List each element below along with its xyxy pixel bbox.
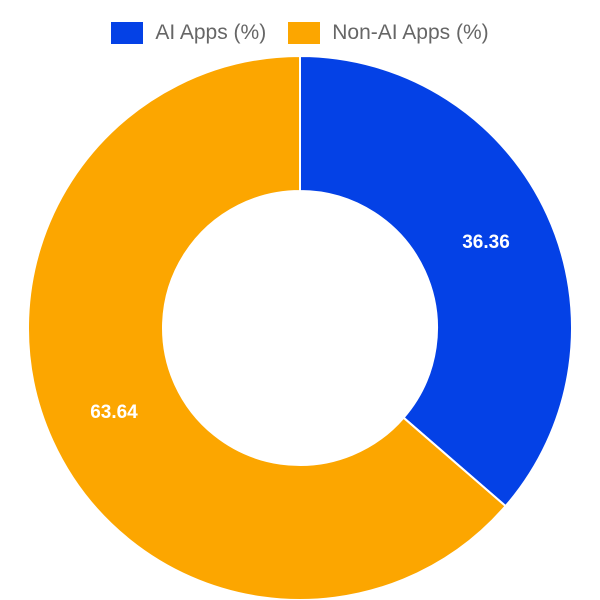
legend-swatch-ai-apps (111, 22, 144, 44)
slice-value-label-ai-apps: 36.36 (462, 232, 510, 253)
legend-label-non-ai-apps: Non-AI Apps (%) (332, 21, 489, 44)
legend-swatch-non-ai-apps (288, 22, 321, 44)
legend-label-ai-apps: AI Apps (%) (155, 21, 267, 44)
legend-item-ai-apps[interactable]: AI Apps (%) (111, 21, 266, 45)
slice-value-label-non-ai-apps: 63.64 (90, 402, 138, 423)
donut-slice-ai-apps[interactable] (299, 54, 573, 508)
chart-legend: AI Apps (%) Non-AI Apps (%) (0, 18, 600, 48)
donut-slice-non-ai-apps[interactable] (27, 54, 508, 600)
legend-item-non-ai-apps[interactable]: Non-AI Apps (%) (288, 21, 489, 45)
